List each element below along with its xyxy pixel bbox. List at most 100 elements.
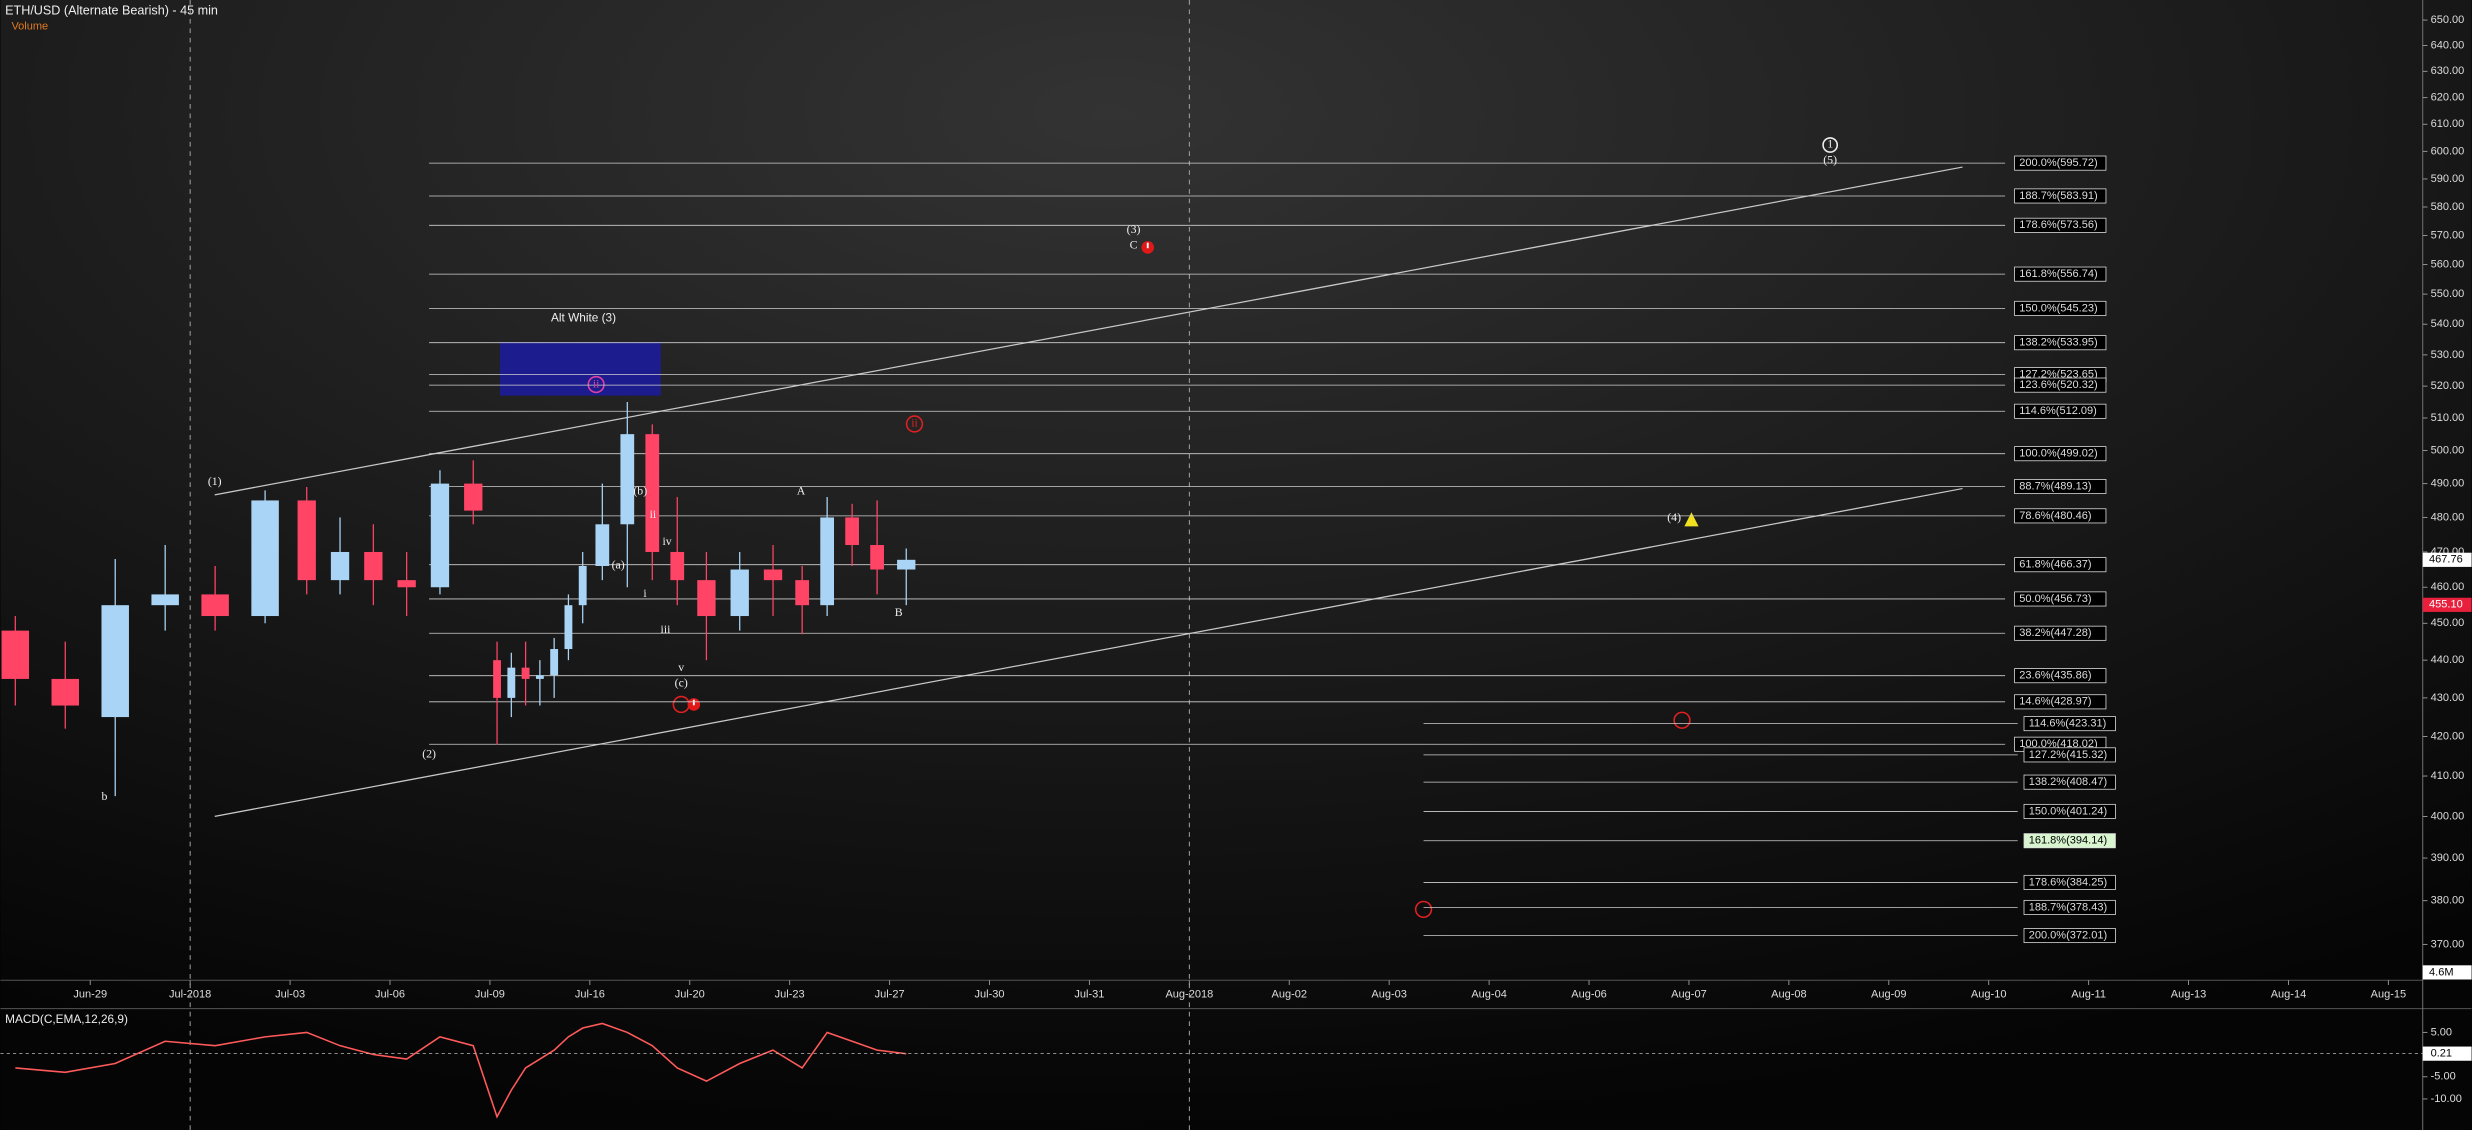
candle-body xyxy=(578,565,587,606)
fib-label: 150.0%(401.24) xyxy=(2029,805,2107,817)
wave-label: iv xyxy=(662,534,671,548)
y-tick-label: 570.00 xyxy=(2431,229,2465,241)
y-tick-label: 430.00 xyxy=(2431,692,2465,704)
fib-label: 127.2%(415.32) xyxy=(2029,749,2107,761)
fib-label: 127.2%(523.65) xyxy=(2019,369,2097,381)
fib-label-box xyxy=(2014,668,2107,684)
fib-label: 78.6%(480.46) xyxy=(2019,510,2091,522)
channel-upper xyxy=(214,166,1963,496)
macd-tick-label: 5.00 xyxy=(2431,1026,2452,1038)
wave-label: 1 xyxy=(1827,137,1833,151)
macd-badge xyxy=(2422,1046,2472,1061)
fib-label: 188.7%(378.43) xyxy=(2029,901,2107,913)
wave-label: C xyxy=(1130,238,1138,252)
x-tick-label: Jul-09 xyxy=(475,988,505,1000)
fib-label-box xyxy=(2023,899,2116,915)
y-tick-label: 490.00 xyxy=(2431,478,2465,490)
x-tick-label: Aug-08 xyxy=(1771,988,1807,1000)
fib-label: 200.0%(595.72) xyxy=(2019,157,2097,169)
fib-label: 114.6%(423.31) xyxy=(2029,718,2107,730)
fib-label-box xyxy=(2014,188,2107,204)
wave-circle xyxy=(587,375,605,394)
candle-body xyxy=(870,545,884,570)
fib-label-box xyxy=(2014,694,2107,710)
channel-lower xyxy=(214,487,1963,817)
fib-label: 23.6%(435.86) xyxy=(2019,670,2091,682)
wave-label: (c) xyxy=(675,676,688,690)
fib-label: 150.0%(545.23) xyxy=(2019,302,2097,314)
fib-label-box xyxy=(2014,625,2107,641)
candle-body xyxy=(670,551,685,581)
fib-label: 161.8%(556.74) xyxy=(2019,268,2097,280)
wave-circle xyxy=(1673,711,1691,729)
fib-label: 100.0%(418.02) xyxy=(2019,738,2097,750)
candle-body xyxy=(430,483,450,588)
macd-tick-label: -10.00 xyxy=(2431,1093,2462,1105)
x-tick-label: Jul-23 xyxy=(775,988,805,1000)
candle-body xyxy=(820,517,835,606)
target-box xyxy=(500,341,661,396)
alert-icon-mark xyxy=(692,699,695,706)
macd-line xyxy=(15,1022,907,1119)
x-tick-label: Aug-09 xyxy=(1871,988,1907,1000)
x-tick-label: Jul-16 xyxy=(575,988,605,1000)
wave-label: (b) xyxy=(633,483,647,497)
x-tick-label: Aug-10 xyxy=(1971,988,2007,1000)
y-tick-label: 580.00 xyxy=(2431,201,2465,213)
wave-label: (a) xyxy=(612,558,625,572)
candle-body xyxy=(845,517,859,546)
fib-label-box xyxy=(2014,591,2107,607)
price-badge-label: 455.10 xyxy=(2429,599,2463,611)
volume-badge xyxy=(2422,965,2472,980)
candle-body xyxy=(620,434,635,525)
alert-icon-mark xyxy=(1146,242,1149,249)
fib-label-box xyxy=(2014,508,2107,524)
x-tick-label: Jul-31 xyxy=(1074,988,1104,1000)
y-tick-label: 600.00 xyxy=(2431,145,2465,157)
candle-body xyxy=(595,524,610,566)
fib-label: 100.0%(499.02) xyxy=(2019,448,2097,460)
fib-label-box xyxy=(2014,377,2107,393)
x-tick-label: Aug-06 xyxy=(1571,988,1607,1000)
price-badge xyxy=(2422,597,2472,612)
y-tick-label: 370.00 xyxy=(2431,938,2465,950)
fib-label: 138.2%(408.47) xyxy=(2029,776,2107,788)
y-tick-label: 510.00 xyxy=(2431,412,2465,424)
candle-body xyxy=(521,667,530,679)
macd-label: MACD(C,EMA,12,26,9) xyxy=(5,1012,128,1026)
y-tick-label: 630.00 xyxy=(2431,65,2465,77)
fib-label-box xyxy=(2023,874,2116,890)
price-badge xyxy=(2422,552,2472,567)
candle-body xyxy=(1,630,30,679)
wave-label: Alt White (3) xyxy=(551,310,616,324)
wave-label: (1) xyxy=(208,474,222,488)
y-tick-label: 640.00 xyxy=(2431,39,2465,51)
x-tick-label: Jul-20 xyxy=(675,988,705,1000)
wave-label: b xyxy=(101,789,107,803)
fib-label: 88.7%(489.13) xyxy=(2019,480,2091,492)
y-tick-label: 410.00 xyxy=(2431,770,2465,782)
candle-body xyxy=(201,594,229,617)
fib-label: 61.8%(466.37) xyxy=(2019,559,2091,571)
y-tick-label: 380.00 xyxy=(2431,895,2465,907)
wave-label: iii xyxy=(661,622,672,636)
candle-body xyxy=(564,605,573,650)
candle-body xyxy=(795,580,810,606)
candle-body xyxy=(330,551,350,581)
y-tick-label: 650.00 xyxy=(2431,14,2465,26)
fib-label-box xyxy=(2023,716,2116,732)
x-tick-label: Aug-02 xyxy=(1272,988,1308,1000)
fib-label: 161.8%(394.14) xyxy=(2029,835,2107,847)
fib-label-box xyxy=(2014,217,2107,233)
x-tick-label: Aug-15 xyxy=(2371,988,2407,1000)
candle-body xyxy=(151,594,179,606)
volume-badge-label: 4.6M xyxy=(2429,966,2453,978)
x-tick-label: Jul-06 xyxy=(375,988,405,1000)
y-tick-label: 450.00 xyxy=(2431,617,2465,629)
candle-body xyxy=(507,667,516,698)
candle-body xyxy=(297,500,316,581)
fib-label-box xyxy=(2014,557,2107,573)
y-tick-label: 520.00 xyxy=(2431,380,2465,392)
x-tick-label: Aug-11 xyxy=(2071,988,2106,1000)
